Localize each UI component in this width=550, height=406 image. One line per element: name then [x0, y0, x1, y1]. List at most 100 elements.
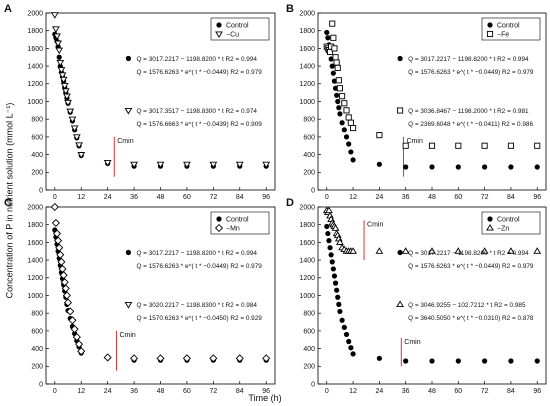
data-point-treatment [68, 116, 77, 124]
data-point-treatment [333, 59, 340, 66]
data-point-treatment [54, 40, 63, 48]
y-tick-label: 2000 [299, 204, 315, 211]
legend-marker [487, 22, 493, 28]
legend-label: Control [497, 23, 520, 30]
data-point-treatment [59, 76, 68, 84]
y-tick-label: 600 [303, 134, 315, 141]
data-point-treatment [401, 247, 410, 254]
data-point-treatment [62, 291, 71, 300]
y-tick-label: 1400 [299, 258, 315, 265]
equation-text: Q = 1576.6263 * e^( t * −0.0449) R2 = 0.… [408, 69, 534, 76]
data-point-treatment [334, 64, 341, 71]
data-point-treatment [74, 340, 84, 349]
y-tick-label: 1200 [299, 275, 315, 282]
x-tick-label: 96 [262, 388, 270, 395]
data-point-control [330, 70, 336, 76]
y-tick-label: 1600 [299, 46, 315, 53]
data-point-control [348, 345, 354, 351]
data-point-treatment [55, 47, 64, 55]
data-point-treatment [66, 307, 75, 316]
legend-marker [487, 216, 493, 222]
data-point-treatment [262, 161, 271, 169]
y-tick-label: 1000 [299, 293, 315, 300]
data-point-treatment [77, 152, 86, 159]
data-point-treatment [61, 284, 70, 293]
equation-text: Q = 3017.2217 − 1198.8200 * t R2 = 0.994 [408, 250, 529, 257]
y-tick-label: 1400 [27, 64, 43, 71]
data-point-control [329, 63, 335, 69]
data-point-treatment [402, 142, 409, 149]
data-point-control [350, 157, 356, 163]
legend-label: −Mn [226, 226, 240, 233]
data-point-treatment [130, 161, 138, 169]
data-point-treatment [428, 142, 436, 149]
x-tick-label: 96 [533, 388, 541, 395]
y-tick-label: 0 [39, 187, 43, 194]
data-point-treatment [57, 67, 66, 74]
x-axis-label: Time (h) [248, 393, 282, 403]
data-point-treatment [56, 250, 65, 259]
y-tick-label: 400 [31, 346, 43, 353]
data-point-control [348, 149, 354, 155]
data-point-treatment [156, 161, 165, 169]
x-tick-label: 72 [209, 194, 217, 201]
data-point-control [328, 56, 334, 62]
equation-text: Q = 3046.9255 − 102.7212 * t R2 = 0.985 [408, 302, 526, 309]
data-point-treatment [70, 125, 79, 133]
data-point-treatment [183, 161, 191, 169]
equation-text: Q = 3020.2217 − 1198.8300 * t R2 = 0.984 [136, 302, 257, 309]
data-point-treatment [72, 134, 81, 141]
y-tick-label: 400 [303, 152, 315, 159]
data-point-treatment [534, 142, 541, 149]
data-point-control [325, 230, 331, 237]
data-point-treatment [455, 142, 462, 149]
data-point-treatment [63, 298, 73, 307]
equation-text: Q = 1576.6263 * e^( t * −0.0449) R2 = 0.… [408, 263, 534, 270]
x-tick-label: 60 [454, 194, 462, 201]
data-point-treatment [182, 354, 191, 363]
data-point-control [403, 358, 409, 364]
y-tick-label: 800 [303, 311, 315, 318]
y-tick-label: 800 [31, 117, 43, 124]
annotation-symbol [124, 301, 133, 309]
y-tick-label: 600 [303, 328, 315, 335]
data-point-treatment [54, 236, 63, 245]
panel-a: A 0 200 400 600 800 1000 1200 1400 1600 1800 2000 0 1… [4, 3, 276, 201]
legend-marker [486, 224, 494, 231]
data-point-treatment [51, 218, 60, 227]
annotation-symbol [125, 55, 132, 62]
y-axis-label: Concentration of P in nutrient solution … [4, 102, 15, 299]
cmin-line-label: Cmin [119, 332, 135, 339]
data-point-control [331, 78, 338, 84]
y-tick-label: 400 [31, 152, 43, 159]
data-point-treatment [75, 142, 83, 149]
data-point-control [346, 338, 352, 345]
equation-text: Q = 3017.3517 − 1198.8300 * t R2 = 0.974 [136, 108, 257, 115]
data-point-control [482, 164, 488, 170]
data-point-control [508, 164, 514, 170]
equation-text: Q = 1576.6263 * e^( t * −0.0449) R2 = 0.… [136, 69, 262, 76]
legend-box [210, 211, 270, 235]
x-tick-label: 0 [325, 388, 329, 395]
x-tick-label: 72 [209, 388, 217, 395]
y-tick-label: 1800 [299, 28, 315, 35]
data-point-treatment [68, 316, 77, 325]
data-point-treatment [57, 257, 66, 266]
x-tick-label: 60 [454, 388, 462, 395]
data-point-control [339, 120, 345, 126]
x-tick-label: 48 [428, 388, 436, 395]
data-point-treatment [235, 161, 244, 169]
x-tick-label: 0 [53, 388, 57, 395]
y-tick-label: 1000 [27, 293, 43, 300]
y-tick-label: 1000 [27, 99, 43, 106]
y-tick-label: 600 [31, 328, 43, 335]
equation-text: Q = 3017.2217 − 1198.8200 * t R2 = 0.994 [408, 56, 529, 63]
equation-text: Q = 3036.8467 − 1198.2000 * t R2 = 0.981 [408, 108, 529, 115]
y-tick-label: 200 [31, 170, 43, 177]
data-point-treatment [52, 229, 62, 238]
equation-text: Q = 1576.6263 * e^( t * −0.0449) R2 = 0.… [136, 263, 262, 270]
data-point-treatment [480, 247, 489, 254]
data-point-control [332, 85, 339, 91]
